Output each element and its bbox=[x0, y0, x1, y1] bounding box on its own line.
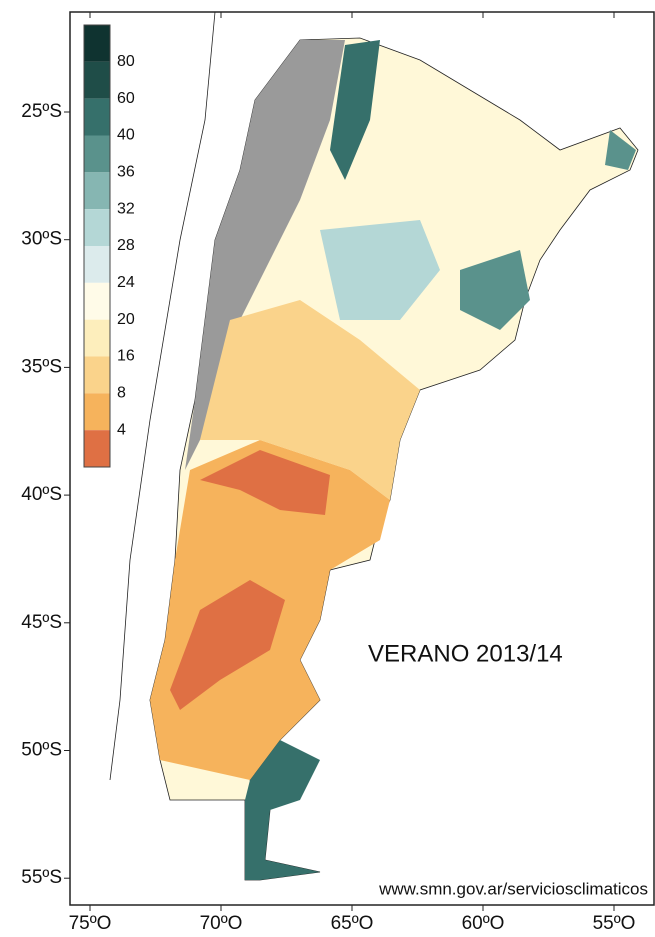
legend-label: 80 bbox=[117, 53, 135, 70]
lat-label: 30ºS bbox=[21, 229, 62, 250]
map-title: VERANO 2013/14 bbox=[368, 640, 563, 667]
legend-label: 36 bbox=[117, 164, 135, 181]
legend-swatch bbox=[84, 172, 110, 209]
legend-label: 28 bbox=[117, 237, 135, 254]
lat-label: 55ºS bbox=[21, 867, 62, 888]
legend-swatch bbox=[84, 320, 110, 357]
legend-swatch bbox=[84, 393, 110, 430]
legend-label: 60 bbox=[117, 90, 135, 107]
legend-swatch bbox=[84, 99, 110, 136]
legend-swatch bbox=[84, 209, 110, 246]
legend-swatch bbox=[84, 136, 110, 173]
lon-label: 55ºO bbox=[593, 913, 636, 934]
legend-label: 4 bbox=[117, 421, 126, 438]
legend-label: 8 bbox=[117, 385, 126, 402]
lat-label: 50ºS bbox=[21, 740, 62, 761]
page: VERANO 2013/14 www.smn.gov.ar/serviciosc… bbox=[0, 0, 655, 937]
lon-label: 70ºO bbox=[200, 913, 243, 934]
map: VERANO 2013/14 www.smn.gov.ar/serviciosc… bbox=[0, 0, 655, 937]
lat-label: 45ºS bbox=[21, 612, 62, 633]
legend-label: 24 bbox=[117, 274, 135, 291]
legend-swatch bbox=[84, 62, 110, 99]
lon-label: 60ºO bbox=[462, 913, 505, 934]
legend-label: 20 bbox=[117, 311, 135, 328]
legend-label: 16 bbox=[117, 348, 135, 365]
legend-swatch bbox=[84, 283, 110, 320]
source: www.smn.gov.ar/serviciosclimaticos bbox=[378, 879, 648, 898]
lon-label: 75ºO bbox=[69, 913, 112, 934]
lat-label: 35ºS bbox=[21, 356, 62, 377]
lon-label: 65ºO bbox=[331, 913, 374, 934]
legend-swatch bbox=[84, 430, 110, 467]
legend-swatch bbox=[84, 246, 110, 283]
legend-label: 32 bbox=[117, 200, 135, 217]
legend-swatch bbox=[84, 357, 110, 394]
legend-swatch bbox=[84, 25, 110, 62]
lat-label: 40ºS bbox=[21, 484, 62, 505]
lat-label: 25ºS bbox=[21, 101, 62, 122]
legend-label: 40 bbox=[117, 127, 135, 144]
